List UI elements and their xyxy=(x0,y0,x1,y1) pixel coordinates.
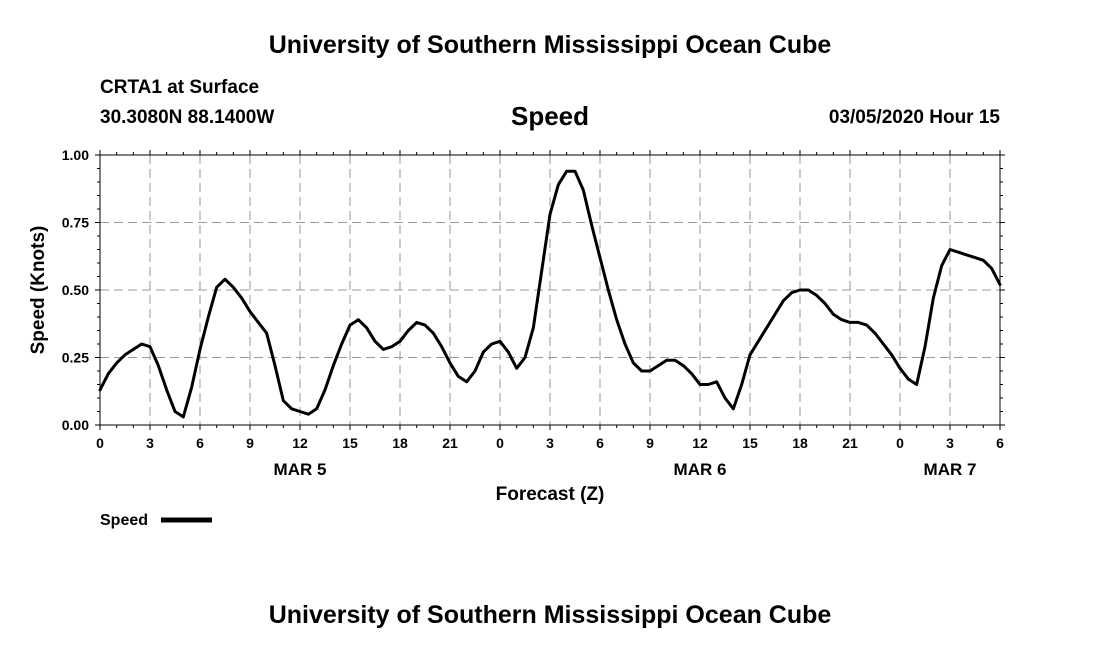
x-tick-label: 6 xyxy=(196,435,204,451)
y-tick-label: 1.00 xyxy=(62,147,89,163)
y-tick-label: 0.75 xyxy=(62,215,89,231)
x-tick-label: 3 xyxy=(546,435,554,451)
chart-title: Speed xyxy=(510,101,590,131)
y-axis-label: Speed (Knots) xyxy=(28,226,49,355)
x-tick-label: 0 xyxy=(96,435,104,451)
y-tick-label: 0.50 xyxy=(62,282,89,298)
x-tick-label: 6 xyxy=(996,435,1004,451)
x-tick-label: 15 xyxy=(742,435,758,451)
x-tick-label: 0 xyxy=(896,435,904,451)
x-tick-label: 3 xyxy=(946,435,954,451)
x-axis-label: Forecast (Z) xyxy=(496,484,605,505)
day-label: MAR 6 xyxy=(674,460,727,479)
x-tick-label: 6 xyxy=(596,435,604,451)
y-tick-label: 0.00 xyxy=(62,417,89,433)
day-label: MAR 5 xyxy=(274,460,327,479)
x-tick-label: 15 xyxy=(342,435,358,451)
x-tick-label: 21 xyxy=(842,435,858,451)
y-tick-label: 0.25 xyxy=(62,350,89,366)
x-tick-label: 12 xyxy=(692,435,708,451)
x-tick-label: 21 xyxy=(442,435,458,451)
top-title: University of Southern Mississippi Ocean… xyxy=(268,31,832,59)
day-label: MAR 7 xyxy=(924,460,977,479)
plot-frame xyxy=(99,154,1001,426)
legend-label: Speed xyxy=(100,512,148,529)
x-tick-label: 9 xyxy=(646,435,654,451)
station-label: CRTA1 at Surface xyxy=(100,77,260,98)
forecast-date: 03/05/2020 Hour 15 xyxy=(828,107,1000,128)
x-tick-label: 12 xyxy=(292,435,308,451)
x-tick-label: 9 xyxy=(246,435,254,451)
station-coordinates: 30.3080N 88.1400W xyxy=(100,107,275,128)
x-tick-label: 3 xyxy=(146,435,154,451)
x-tick-label: 0 xyxy=(496,435,504,451)
speed-series-line xyxy=(98,169,1002,419)
bottom-title: University of Southern Mississippi Ocean… xyxy=(268,601,832,629)
x-tick-label: 18 xyxy=(392,435,408,451)
x-tick-label: 18 xyxy=(792,435,808,451)
